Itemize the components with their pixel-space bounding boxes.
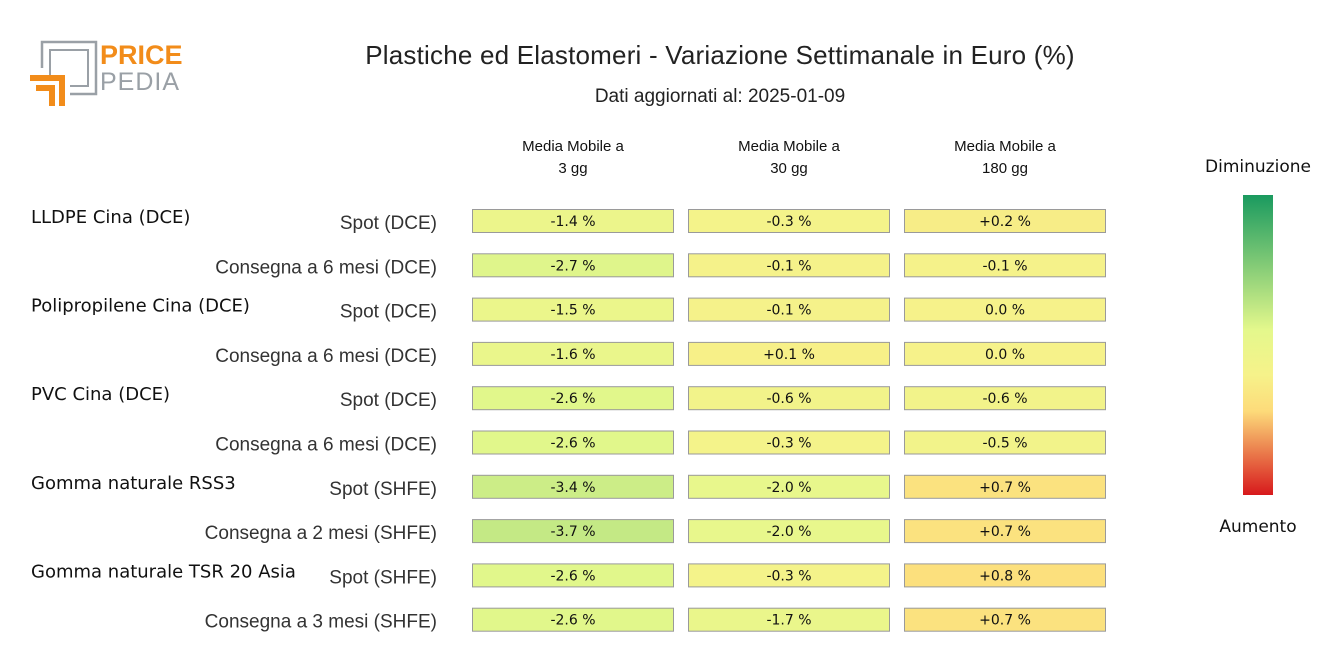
heatmap-cell [904, 430, 1106, 455]
group-label: Polipropilene Cina (DCE) [31, 296, 250, 317]
row-label: Spot (DCE) [340, 302, 437, 323]
cell-value-label: -0.3 % [766, 436, 811, 452]
cell-value-label: +0.2 % [979, 214, 1031, 230]
cell-value-label: -3.7 % [550, 524, 595, 540]
cell-value-label: -0.6 % [982, 391, 1027, 407]
cell-value-label: +0.7 % [979, 613, 1031, 629]
cell-value-label: +0.7 % [979, 480, 1031, 496]
heatmap-cell [688, 253, 890, 278]
heatmap-cell [472, 474, 674, 499]
heatmap-cell [472, 253, 674, 278]
column-header-line2: 180 gg [982, 160, 1028, 177]
heatmap-cell [688, 297, 890, 322]
cell-value-label: -1.4 % [550, 214, 595, 230]
cell-value-label: -0.5 % [982, 436, 1027, 452]
cell-value-label: -1.5 % [550, 303, 595, 319]
cell-value-label: -0.3 % [766, 214, 811, 230]
heatmap-cell [904, 386, 1106, 411]
heatmap-cell [688, 209, 890, 233]
row-label: Spot (DCE) [340, 213, 437, 234]
cell-value-label: +0.7 % [979, 524, 1031, 540]
heatmap-cell [472, 607, 674, 632]
heatmap-cell [904, 607, 1106, 632]
cell-value-label: -0.1 % [766, 303, 811, 319]
heatmap-cell [904, 563, 1106, 588]
cell-value-label: -3.4 % [550, 480, 595, 496]
heatmap-cell [688, 607, 890, 632]
column-header-line1: Media Mobile a [522, 138, 624, 155]
pricepedia-logo: PRICE PEDIA [30, 38, 190, 108]
heatmap-cell [904, 474, 1106, 499]
cell-value-label: +0.1 % [763, 347, 815, 363]
heatmap-cell [472, 519, 674, 544]
heatmap-cell [688, 563, 890, 588]
cell-value-label: -1.6 % [550, 347, 595, 363]
heatmap-cell [688, 386, 890, 411]
row-label: Consegna a 6 mesi (DCE) [215, 435, 437, 456]
column-header-line2: 30 gg [770, 160, 808, 177]
heatmap-cell [904, 341, 1106, 366]
chart-title: Plastiche ed Elastomeri - Variazione Set… [365, 40, 1075, 70]
group-label: LLDPE Cina (DCE) [31, 207, 190, 228]
heatmap-cell [472, 386, 674, 411]
cell-value-label: -2.0 % [766, 480, 811, 496]
heatmap-cell [688, 341, 890, 366]
cell-value-label: -2.0 % [766, 524, 811, 540]
group-label: PVC Cina (DCE) [31, 384, 170, 405]
logo-text-price: PRICE [100, 40, 183, 70]
heatmap-cell [688, 430, 890, 455]
chart-subtitle: Dati aggiornati al: 2025-01-09 [594, 86, 846, 107]
heatmap-cell [472, 563, 674, 588]
cell-value-label: 0.0 % [985, 303, 1025, 319]
group-label: Gomma naturale RSS3 [31, 473, 236, 494]
cell-value-label: +0.8 % [979, 568, 1031, 584]
cell-value-label: -2.6 % [550, 391, 595, 407]
heatmap-cell [472, 341, 674, 366]
column-header-line1: Media Mobile a [954, 138, 1056, 155]
cell-value-label: 0.0 % [985, 347, 1025, 363]
cell-value-label: -0.6 % [766, 391, 811, 407]
row-label: Spot (SHFE) [329, 479, 437, 500]
cell-value-label: -0.1 % [982, 258, 1027, 274]
cell-value-label: -2.7 % [550, 258, 595, 274]
heatmap-cell [904, 519, 1106, 544]
pricepedia-logo-mark: PRICE PEDIA [30, 40, 183, 106]
row-label: Consegna a 6 mesi (DCE) [215, 257, 437, 278]
heatmap-cell [472, 209, 674, 233]
cell-value-label: -2.6 % [550, 613, 595, 629]
cell-value-label: -2.6 % [550, 436, 595, 452]
cell-value-label: -1.7 % [766, 613, 811, 629]
legend-bottom-label: Aumento [1219, 517, 1296, 537]
row-label: Spot (SHFE) [329, 567, 437, 588]
row-label: Consegna a 3 mesi (SHFE) [205, 612, 437, 633]
heatmap-cell [472, 297, 674, 322]
row-label: Consegna a 2 mesi (SHFE) [205, 523, 437, 544]
heatmap-cell [904, 297, 1106, 322]
heatmap-cell [688, 519, 890, 544]
row-label: Consegna a 6 mesi (DCE) [215, 346, 437, 367]
heatmap-cell [904, 209, 1106, 233]
heatmap-cell [688, 474, 890, 499]
cell-value-label: -0.3 % [766, 568, 811, 584]
column-header-line2: 3 gg [558, 160, 587, 177]
column-header-line1: Media Mobile a [738, 138, 840, 155]
cell-value-label: -0.1 % [766, 258, 811, 274]
cell-value-label: -2.6 % [550, 568, 595, 584]
heatmap-cell [472, 430, 674, 455]
group-label: Gomma naturale TSR 20 Asia [31, 561, 296, 582]
logo-text-pedia: PEDIA [100, 68, 180, 96]
legend-top-label: Diminuzione [1205, 157, 1311, 177]
row-label: Spot (DCE) [340, 390, 437, 411]
color-scale-bar [1243, 195, 1273, 495]
heatmap-cell [904, 253, 1106, 278]
